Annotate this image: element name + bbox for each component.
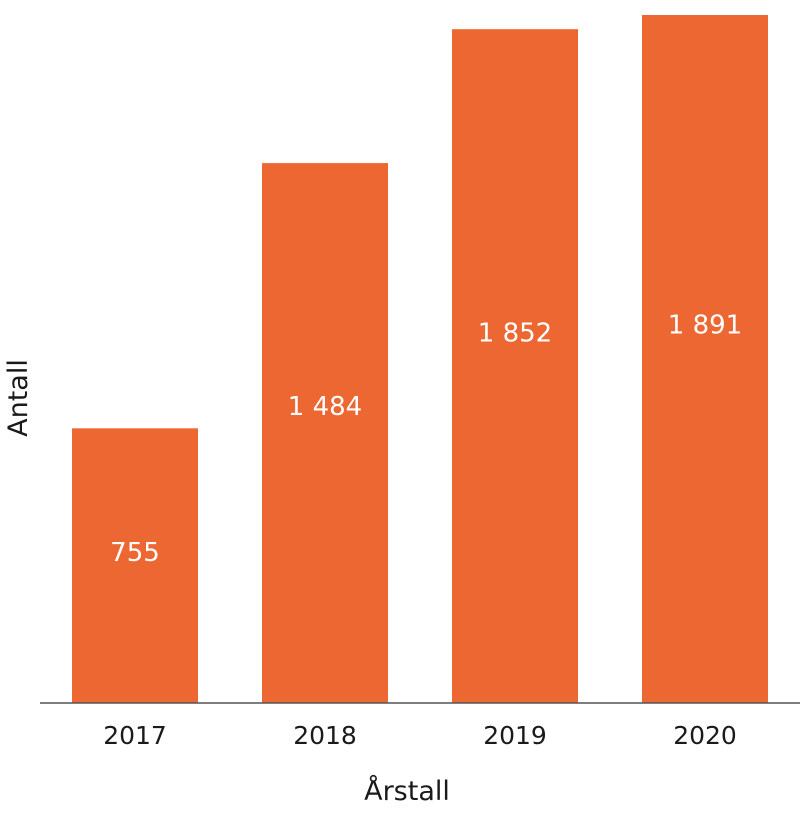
y-axis-title: Antall bbox=[3, 359, 34, 437]
data-label-2020: 1 891 bbox=[668, 311, 742, 341]
bar-2019 bbox=[452, 29, 578, 703]
bar-2020 bbox=[642, 15, 768, 703]
data-label-2018: 1 484 bbox=[288, 392, 362, 422]
x-tick-label-2018: 2018 bbox=[293, 721, 357, 750]
data-label-2019: 1 852 bbox=[478, 318, 552, 348]
x-tick-label-2020: 2020 bbox=[673, 721, 737, 750]
x-axis-title: Årstall bbox=[364, 775, 450, 807]
x-tick-label-2019: 2019 bbox=[483, 721, 547, 750]
bars-group bbox=[72, 15, 768, 704]
data-labels: 755 1 484 1 852 1 891 bbox=[110, 311, 742, 568]
bar-2018 bbox=[262, 163, 388, 704]
x-tick-label-2017: 2017 bbox=[103, 721, 167, 750]
x-tick-labels: 2017 2018 2019 2020 bbox=[103, 721, 737, 750]
bar-2017 bbox=[72, 428, 198, 703]
data-label-2017: 755 bbox=[110, 538, 160, 568]
